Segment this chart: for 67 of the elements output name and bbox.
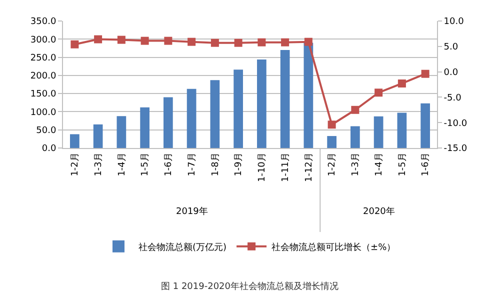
bar: [70, 134, 80, 148]
bar: [304, 42, 314, 148]
legend-label: 社会物流总额(万亿元): [138, 242, 227, 253]
y-tick-label: 0.0: [42, 144, 56, 154]
x-tick-label: 1-11月: [280, 152, 291, 182]
bar: [234, 70, 243, 148]
bar: [374, 116, 384, 148]
x-tick-label: 1-3月: [351, 152, 362, 176]
point: [210, 38, 219, 47]
x-tick-label: 1-12月: [304, 152, 314, 182]
y-tick-label: 250.0: [30, 53, 56, 64]
point: [164, 36, 172, 45]
bar: [93, 124, 103, 148]
bar: [257, 59, 266, 148]
point: [304, 38, 312, 46]
x-tick-label: 1-5月: [398, 152, 408, 176]
y2-tick-label: 5.0: [444, 42, 458, 53]
x-tick-label: 1-2月: [70, 152, 81, 176]
point: [398, 79, 406, 88]
x-tick-label: 1-5月: [140, 152, 151, 176]
x-tick-label: 1-10月: [258, 152, 268, 182]
bar: [164, 97, 173, 148]
bar: [210, 80, 220, 148]
x-tick-label: 1-3月: [94, 152, 104, 176]
y-tick-label: 200.0: [30, 72, 56, 82]
point: [421, 70, 430, 78]
x-tick-label: 1-6月: [421, 152, 432, 176]
legend-label: 社会物流总额可比增长（±%）: [272, 242, 396, 253]
y2-tick-label: -10.0: [444, 118, 468, 129]
point: [234, 38, 242, 47]
point: [188, 38, 196, 46]
y2-tick-label: -5.0: [444, 93, 462, 104]
bar: [420, 103, 430, 148]
x-tick-label: 1-2月: [328, 152, 338, 176]
bar: [327, 136, 336, 148]
y2-tick-label: 0.0: [444, 68, 458, 78]
y-tick-label: 300.0: [30, 35, 56, 46]
point: [94, 35, 102, 44]
y2-tick-label: -15.0: [444, 144, 468, 154]
point: [351, 106, 360, 114]
x-tick-label: 1-6月: [164, 152, 174, 176]
y-tick-label: 350.0: [30, 17, 56, 28]
caption: 图 1 2019-2020年社会物流总额及增长情况: [161, 281, 339, 292]
bar: [280, 50, 290, 148]
text: 2020年: [363, 206, 395, 217]
bar: [397, 112, 407, 148]
x-tick-label: 1-4月: [117, 152, 128, 176]
text: 2019年: [176, 206, 208, 217]
y-tick-label: 50.0: [36, 126, 56, 136]
point: [281, 38, 290, 46]
y-tick-label: 100.0: [30, 108, 56, 118]
bar: [350, 126, 360, 148]
bar: [116, 116, 126, 148]
bar: [186, 88, 196, 148]
y2-tick-label: 10.0: [444, 17, 464, 28]
y-tick-label: 150.0: [30, 90, 56, 100]
point: [328, 120, 336, 129]
point: [70, 40, 79, 48]
x-tick-label: 1-7月: [187, 152, 198, 176]
point: [258, 38, 266, 46]
point: [117, 36, 126, 44]
x-tick-label: 1-4月: [374, 152, 384, 176]
bar: [140, 107, 150, 148]
x-tick-label: 1-9月: [234, 152, 244, 176]
point: [140, 36, 149, 45]
x-tick-label: 1-8月: [210, 152, 221, 176]
point: [374, 88, 383, 97]
